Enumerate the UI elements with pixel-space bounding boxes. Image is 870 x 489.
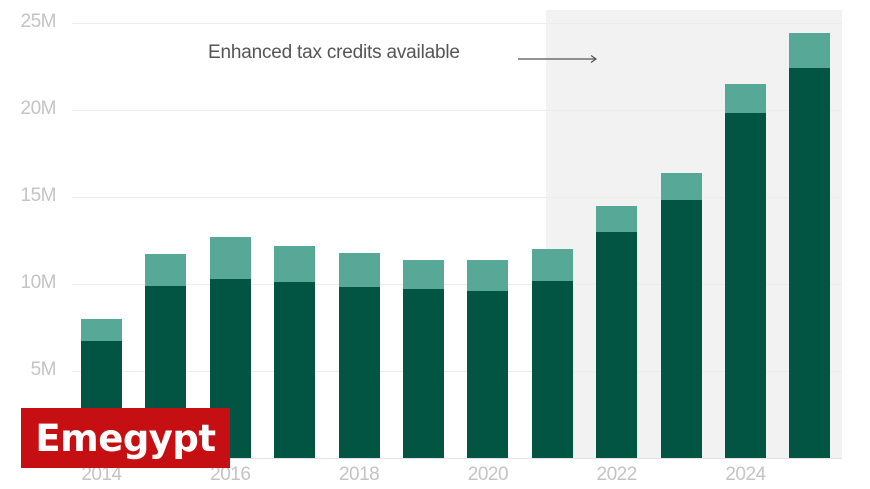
bar-segment-upper bbox=[145, 254, 187, 286]
bar-segment-lower bbox=[660, 200, 702, 458]
bar-segment-upper bbox=[338, 252, 380, 288]
x-axis-baseline bbox=[72, 458, 842, 459]
bar-segment-lower bbox=[467, 290, 509, 458]
gridline bbox=[72, 284, 842, 285]
gridline bbox=[72, 23, 842, 24]
bar-segment-lower bbox=[789, 68, 831, 458]
watermark-logo: Emegypt bbox=[21, 408, 230, 468]
x-tick-label: 2024 bbox=[725, 464, 766, 485]
y-tick-label: 25M bbox=[20, 11, 57, 32]
bar-2022 bbox=[596, 205, 638, 458]
bar-segment-upper bbox=[403, 259, 444, 290]
arrow-right-icon bbox=[518, 55, 598, 63]
annotation-label: Enhanced tax credits available bbox=[208, 42, 460, 63]
bar-segment-upper bbox=[789, 33, 831, 69]
bar-segment-upper bbox=[81, 318, 122, 342]
x-tick-label: 2020 bbox=[467, 464, 509, 485]
bar-2017 bbox=[274, 245, 316, 458]
bar-segment-lower bbox=[274, 282, 316, 458]
bar-2018 bbox=[338, 252, 380, 458]
y-tick-label: 10M bbox=[20, 272, 57, 293]
bar-segment-lower bbox=[531, 280, 573, 458]
gridline bbox=[72, 110, 842, 111]
y-tick-label: 5M bbox=[30, 359, 57, 380]
x-tick-label: 2018 bbox=[338, 464, 380, 485]
x-tick-label: 2022 bbox=[596, 464, 638, 485]
bar-2023 bbox=[660, 172, 702, 458]
bar-segment-upper bbox=[660, 172, 702, 201]
bar-2020 bbox=[467, 259, 509, 458]
watermark-text: Emegypt bbox=[35, 416, 216, 460]
bar-2025 bbox=[789, 33, 831, 458]
bar-2024 bbox=[725, 83, 766, 458]
gridline bbox=[72, 371, 842, 372]
bar-segment-lower bbox=[338, 287, 380, 458]
bar-2016 bbox=[209, 237, 251, 458]
bar-segment-lower bbox=[725, 113, 766, 458]
bar-segment-lower bbox=[403, 289, 444, 458]
bar-2019 bbox=[403, 259, 444, 458]
bar-segment-lower bbox=[596, 231, 638, 458]
bar-segment-upper bbox=[725, 83, 766, 114]
bar-segment-upper bbox=[531, 249, 573, 281]
bar-segment-upper bbox=[274, 245, 316, 283]
bar-2021 bbox=[531, 249, 573, 458]
x-tick-label: 2016 bbox=[210, 464, 251, 485]
y-tick-label: 20M bbox=[20, 98, 57, 119]
bar-segment-upper bbox=[596, 205, 638, 232]
bar-segment-upper bbox=[209, 237, 251, 279]
y-tick-label: 15M bbox=[20, 185, 57, 206]
gridline bbox=[72, 197, 842, 198]
x-tick-label: 2014 bbox=[81, 464, 122, 485]
bar-segment-upper bbox=[467, 259, 509, 291]
